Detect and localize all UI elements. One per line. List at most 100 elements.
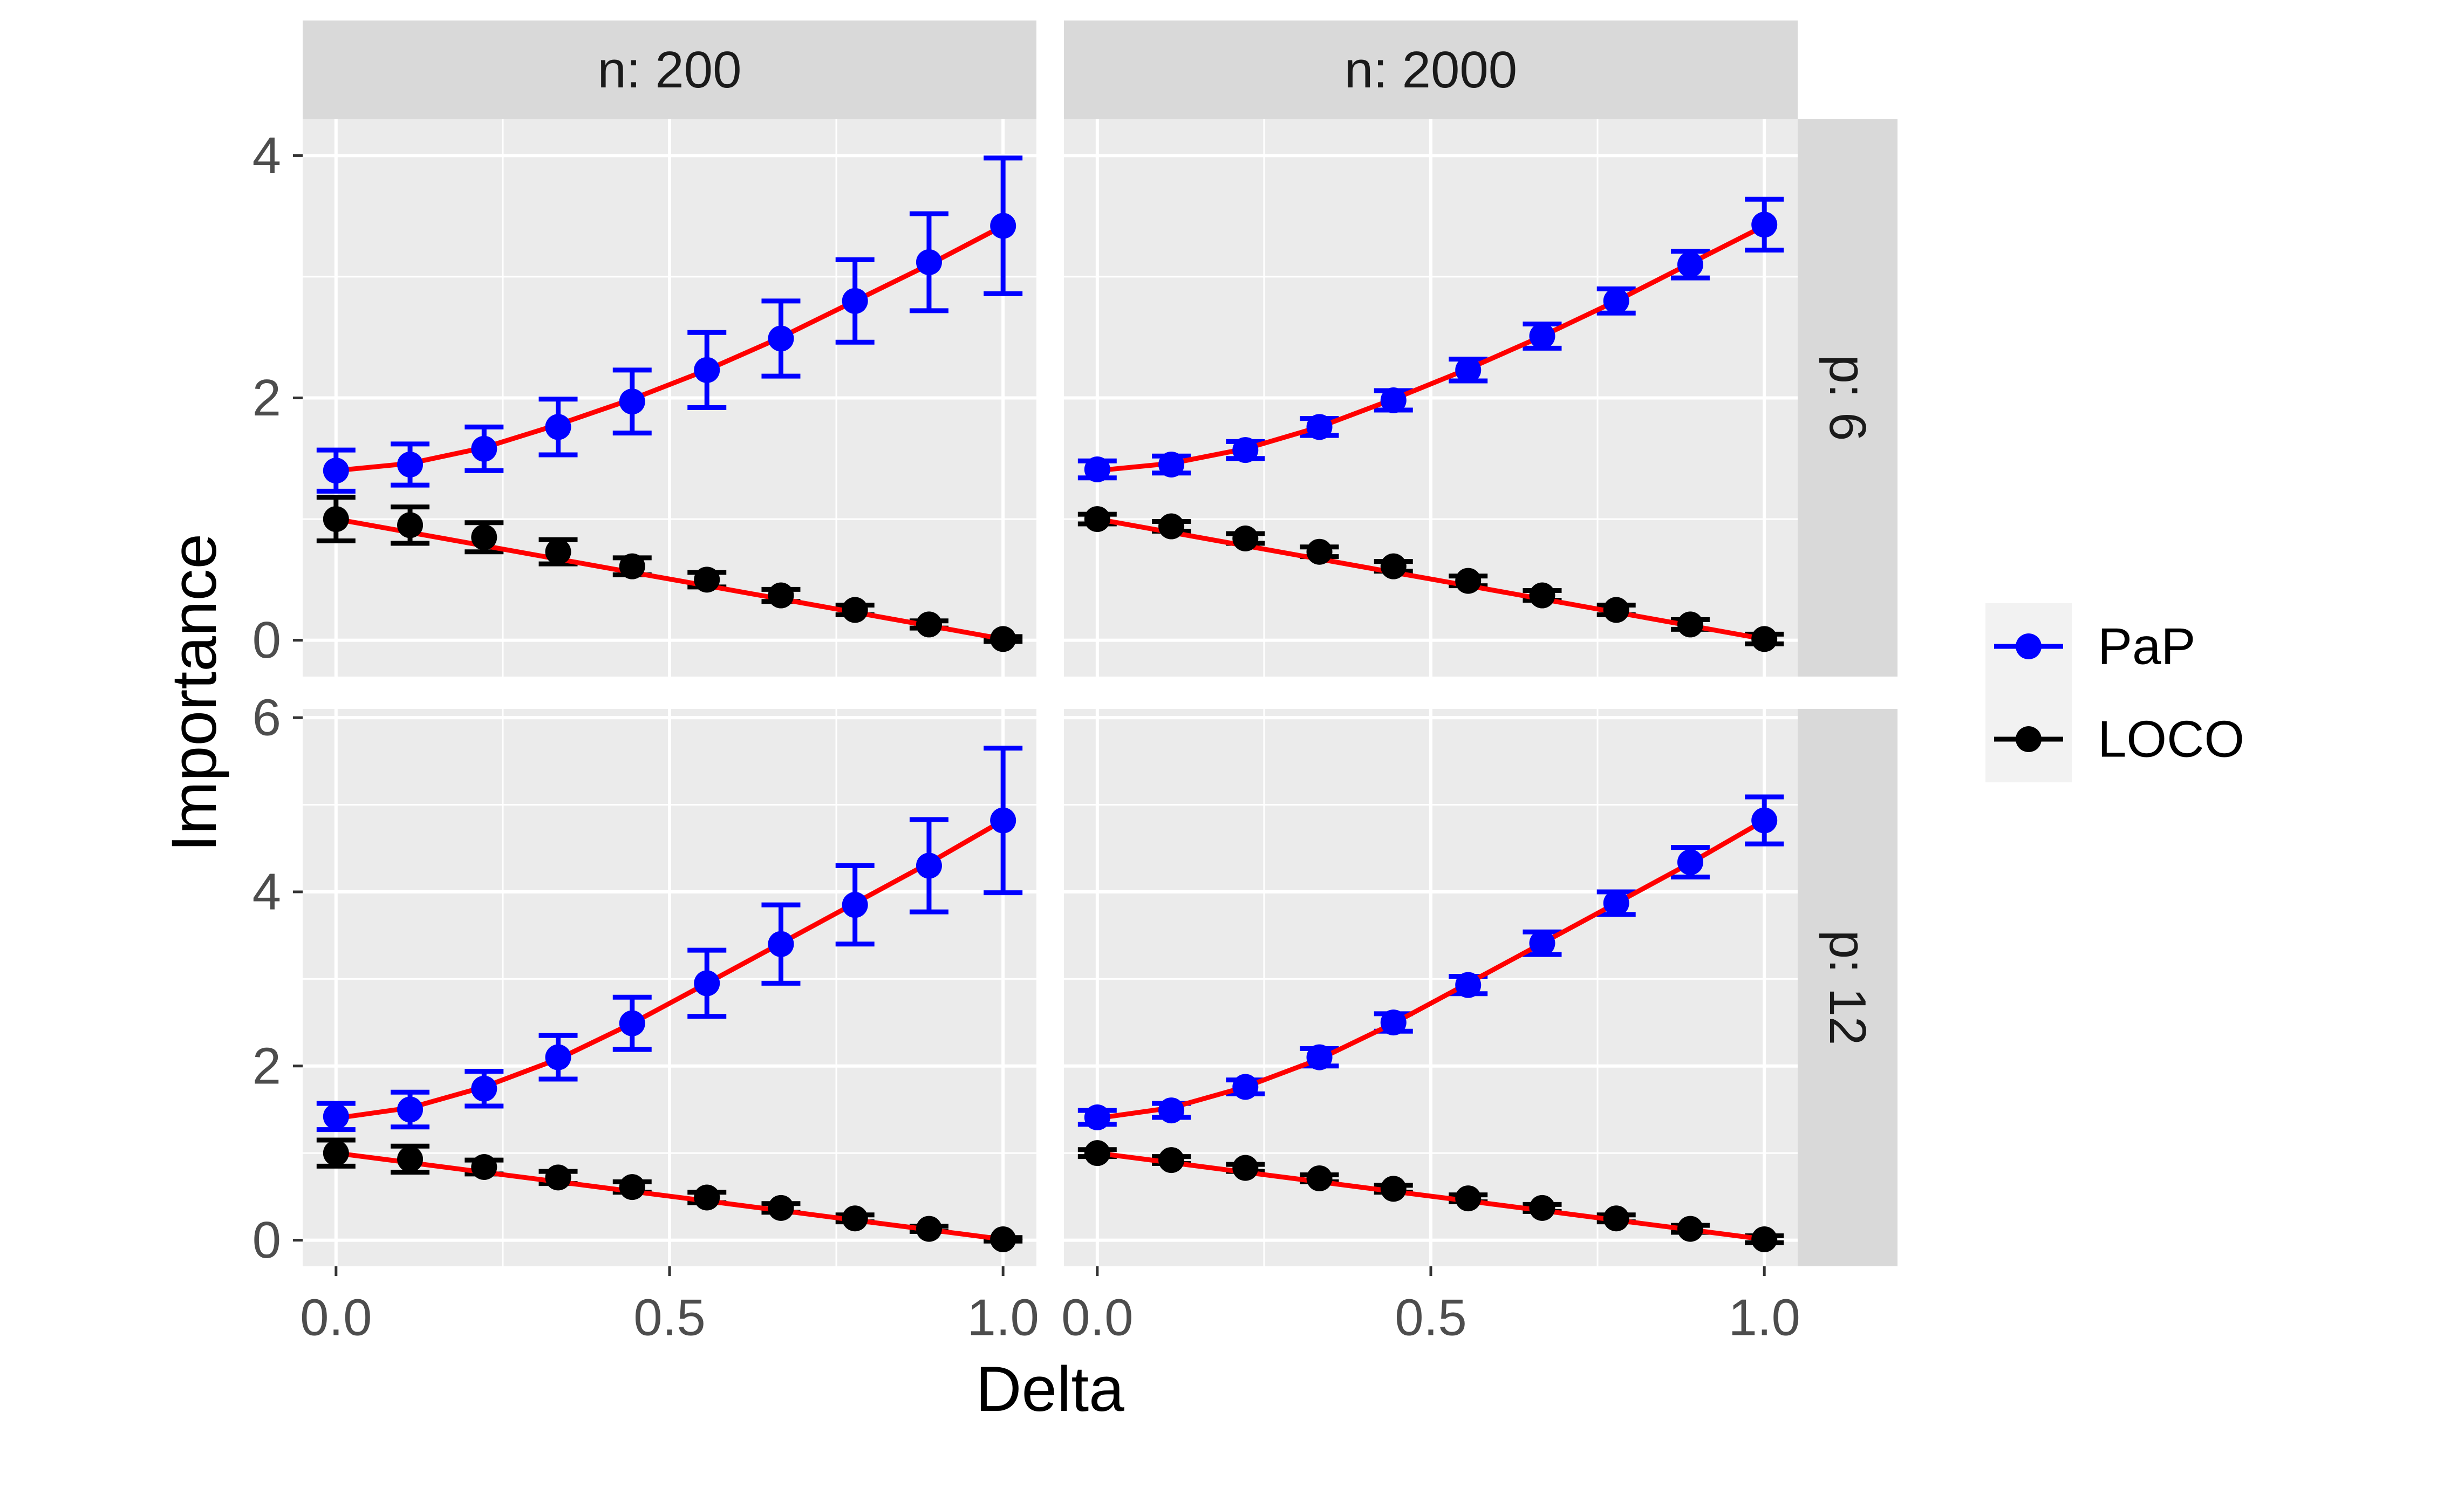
series-loco	[316, 1137, 1023, 1252]
x-tick-label: 0.5	[1395, 1289, 1466, 1347]
data-point	[1751, 1226, 1778, 1252]
data-point	[916, 611, 942, 638]
data-point	[1455, 568, 1482, 594]
data-point	[916, 249, 942, 275]
x-axis-title: Delta	[975, 1354, 1124, 1425]
data-point	[545, 1044, 571, 1070]
row-strip-0: p: 6	[1798, 119, 1898, 677]
data-point	[471, 1154, 497, 1180]
data-point	[1751, 626, 1778, 652]
data-point	[1677, 849, 1703, 876]
data-point	[1529, 582, 1555, 609]
panel-data-r0-c1	[1077, 196, 1784, 652]
y-tick-label: 4	[252, 127, 281, 185]
data-point	[545, 414, 571, 440]
data-point	[1084, 1104, 1110, 1130]
y-tick-label: 2	[252, 1037, 281, 1095]
row-strip-1: p: 12	[1798, 709, 1898, 1266]
data-point	[1158, 513, 1185, 540]
data-point	[1380, 1176, 1407, 1202]
legend-label: PaP	[2098, 618, 2195, 676]
series-loco	[316, 495, 1023, 652]
y-axis-row-1: 0 2 4 6	[252, 689, 303, 1269]
data-point	[323, 1103, 349, 1130]
data-point	[397, 512, 424, 538]
data-point	[990, 1226, 1016, 1252]
fit-line	[336, 516, 1004, 642]
data-point	[1380, 553, 1407, 579]
data-point	[545, 1164, 571, 1191]
series-pap	[316, 155, 1023, 494]
data-point	[1158, 452, 1185, 478]
data-point	[619, 553, 645, 579]
legend-marker	[2016, 726, 2042, 752]
data-point	[1529, 930, 1555, 957]
data-point	[694, 567, 720, 593]
data-point	[990, 807, 1016, 834]
fit-line	[336, 1150, 1004, 1242]
data-point	[1158, 1097, 1185, 1124]
row-strip-background	[1798, 119, 1898, 677]
data-point	[471, 1075, 497, 1102]
series-pap	[1077, 196, 1784, 482]
x-axis-col-0: 0.0 0.5 1.0	[300, 1266, 1039, 1347]
data-point	[1380, 1009, 1407, 1036]
data-point	[1380, 387, 1407, 413]
data-point	[1306, 1044, 1333, 1070]
data-point	[471, 524, 497, 550]
data-point	[990, 626, 1016, 652]
col-strip-background	[1064, 21, 1798, 119]
fit-line	[336, 818, 1005, 1121]
data-point	[1603, 1205, 1629, 1232]
x-tick-label: 0.0	[1061, 1289, 1133, 1347]
x-tick-label: 1.0	[967, 1289, 1039, 1347]
series-pap	[316, 746, 1023, 1132]
data-point	[323, 1140, 349, 1166]
y-axis-title: Importance	[159, 534, 230, 852]
data-point	[1455, 1185, 1482, 1212]
y-tick-label: 0	[252, 611, 281, 669]
data-point	[545, 538, 571, 565]
legend: PaP LOCO	[1985, 603, 2244, 782]
data-point	[1232, 1155, 1259, 1181]
panel-r0-c1	[1064, 119, 1798, 677]
data-point	[1084, 1140, 1110, 1166]
series-loco	[1077, 1140, 1784, 1252]
panel-r0-c0	[303, 119, 1036, 677]
data-point	[1232, 1074, 1259, 1100]
data-point	[694, 357, 720, 383]
axes-layer: 0 2 4 0 2 4 6 0.0 0.5 1.0 0.0 0.5 1.0	[252, 127, 1800, 1347]
y-axis-row-0: 0 2 4	[252, 127, 303, 669]
data-point	[1677, 251, 1703, 278]
data-point	[1677, 1216, 1703, 1242]
legend-entry-pap: PaP	[1994, 618, 2195, 676]
data-point	[1603, 890, 1629, 916]
data-point	[768, 1195, 794, 1221]
fit-line	[1097, 818, 1766, 1121]
col-strip-1: n: 2000	[1064, 21, 1798, 119]
data-point	[1455, 972, 1482, 998]
data-point	[1232, 437, 1259, 463]
data-point	[397, 452, 424, 478]
data-point	[1084, 506, 1110, 533]
x-tick-label: 0.0	[300, 1289, 372, 1347]
fit-line	[1097, 1150, 1765, 1242]
legend-key-background	[1985, 603, 2072, 782]
data-point	[397, 1146, 424, 1172]
data-point	[1306, 538, 1333, 565]
x-axis-col-1: 0.0 0.5 1.0	[1061, 1266, 1800, 1347]
legend-label: LOCO	[2098, 711, 2244, 768]
data-point	[990, 213, 1016, 239]
data-point	[916, 1216, 942, 1242]
data-point	[397, 1096, 424, 1123]
col-strip-label: n: 200	[598, 41, 742, 99]
row-strip-label: p: 12	[1819, 930, 1876, 1046]
data-point	[619, 388, 645, 415]
data-point	[1455, 357, 1482, 383]
series-pap	[1077, 794, 1784, 1130]
data-point	[694, 1184, 720, 1211]
data-point	[842, 288, 868, 314]
fit-line	[1097, 223, 1766, 473]
x-tick-label: 0.5	[633, 1289, 705, 1347]
